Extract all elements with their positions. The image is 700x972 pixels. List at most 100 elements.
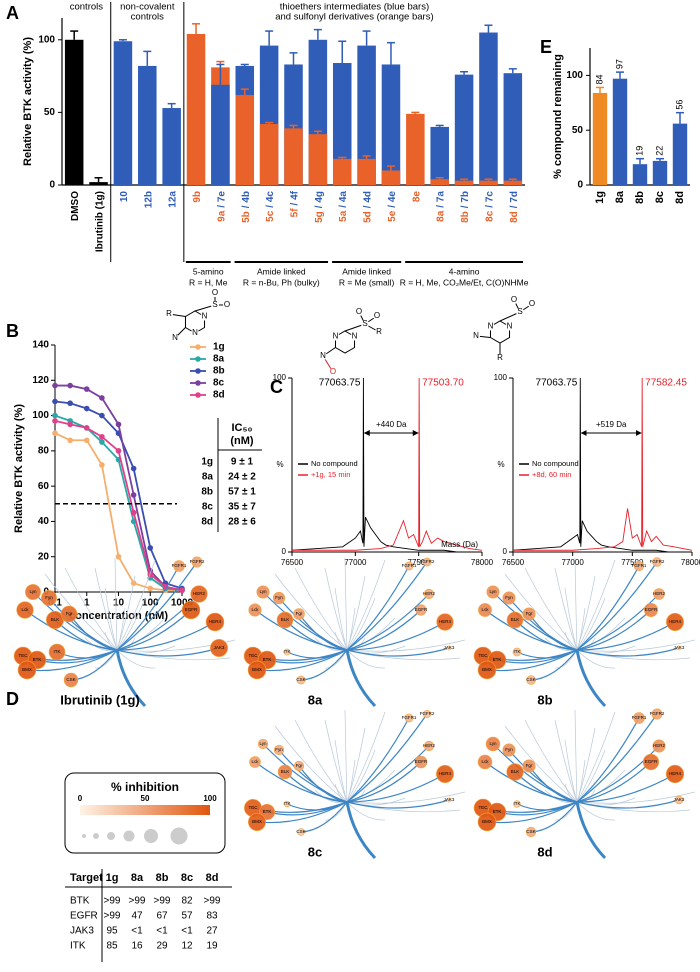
kinase-label: HER4 (209, 619, 222, 624)
data-point (99, 462, 105, 468)
x-tick-label: 76500 (502, 558, 525, 567)
legend-label: 8b (213, 366, 225, 377)
kinase-label: Fyn (505, 747, 513, 752)
table-cell: 83 (206, 911, 218, 922)
kinase-label: EGFR (645, 759, 658, 764)
category-label: 5b / 4b (240, 191, 251, 223)
data-point (52, 418, 58, 424)
legend-marker (195, 368, 201, 374)
bar (406, 113, 425, 185)
kinase-label: EGFR (645, 607, 658, 612)
panel-label: D (6, 689, 19, 709)
series-line (54, 432, 182, 592)
table-cell: >99 (204, 896, 221, 907)
data-point (130, 465, 137, 472)
kinase-label: FGFR1 (632, 715, 647, 720)
data-point (67, 400, 73, 407)
kinase-label: HER4 (439, 619, 452, 624)
bar (381, 64, 401, 185)
data-point (99, 412, 105, 419)
kinase-label: CSK (526, 677, 535, 682)
kinase-label: JAK3 (214, 645, 225, 650)
y-tick-label: 100 (32, 410, 49, 421)
atom-bg (211, 301, 219, 309)
group-caption: 4-amino (449, 266, 480, 276)
y-tick-label: 0 (503, 547, 508, 556)
data-point (147, 585, 154, 592)
tree-branch (114, 557, 118, 651)
table-cell: >99 (104, 896, 121, 907)
legend-marker (195, 344, 201, 350)
category-label-part: 5f (289, 208, 300, 218)
y-tick-label: 80 (38, 445, 50, 456)
x-tick-label: 76500 (281, 558, 304, 567)
ic50-name: 1g (201, 457, 213, 468)
ic50-header: IC₅₀ (231, 422, 252, 434)
atom-label: N (488, 322, 494, 331)
kinase-label: Fyn (45, 595, 53, 600)
kinase-label: FGFR1 (402, 715, 417, 720)
ic50-value: 9 ± 1 (231, 457, 254, 468)
tree-branch (286, 649, 348, 659)
y-axis-label: Relative BTK activity (%) (13, 404, 25, 533)
legend-size (107, 832, 115, 840)
tree-branch (346, 649, 386, 669)
kinase-circle (422, 709, 432, 719)
tree-trunk (115, 649, 147, 708)
atom-bg (350, 332, 359, 341)
tree-branch (116, 649, 156, 669)
bar (211, 84, 230, 185)
atom-bg (496, 354, 504, 362)
table-cell: 85 (106, 941, 118, 952)
category-label: 1g (594, 191, 606, 204)
legend-marker (195, 380, 201, 386)
atom-label: R (376, 327, 382, 336)
kinase-label: CSK (296, 829, 305, 834)
kinase-circle (256, 585, 270, 599)
category-label-part: 8d (508, 211, 519, 223)
kinase-circle (293, 608, 305, 620)
kinase-label: JAK3 (674, 645, 685, 650)
peak-label: 77582.45 (645, 378, 687, 389)
y-tick-label: 0 (49, 180, 55, 191)
kinase-label: CSK (66, 677, 75, 682)
shift-label: +440 Da (376, 420, 407, 429)
kinase-label: EGFR (185, 607, 198, 612)
atom-bg (486, 322, 495, 331)
kinase-circle (16, 601, 34, 619)
tree-branch (554, 567, 578, 651)
tree-branch (116, 621, 216, 651)
kinase-label: Lyn (489, 741, 497, 746)
group-label: non-covalent (120, 2, 175, 13)
kinase-label: BTK (493, 657, 502, 662)
kinase-label: FGFR2 (190, 559, 205, 564)
atom-label: S (517, 307, 522, 316)
kinase-circle (283, 648, 291, 656)
panel-label: A (6, 3, 19, 23)
table-cell: 29 (156, 941, 168, 952)
legend-tick: 50 (141, 794, 150, 803)
kinase-circle (522, 759, 536, 773)
table-header: 8b (156, 872, 169, 884)
tree-branch (574, 557, 578, 651)
atom-label: O (356, 307, 362, 316)
kinase-label: BTK (33, 657, 42, 662)
group-caption: Amide linked (257, 266, 306, 276)
y-axis-label: Relative BTK activity (%) (22, 37, 34, 166)
bar (308, 134, 328, 185)
y-tick-label: 120 (32, 375, 49, 386)
bar (186, 33, 206, 186)
kinase-label: FGFR1 (402, 563, 417, 568)
tree-branch (300, 801, 348, 833)
tree-branch (294, 567, 348, 651)
bar (357, 158, 376, 185)
category-label-part: 5c (265, 210, 276, 222)
legend-size (144, 829, 158, 843)
tree-branch (116, 559, 156, 651)
y-axis-label: % (276, 460, 283, 469)
table-cell: >99 (154, 896, 171, 907)
bar (357, 45, 376, 185)
tree-branch (334, 739, 348, 803)
table-cell: JAK3 (70, 926, 94, 937)
kinase-label: TEC (479, 653, 489, 658)
